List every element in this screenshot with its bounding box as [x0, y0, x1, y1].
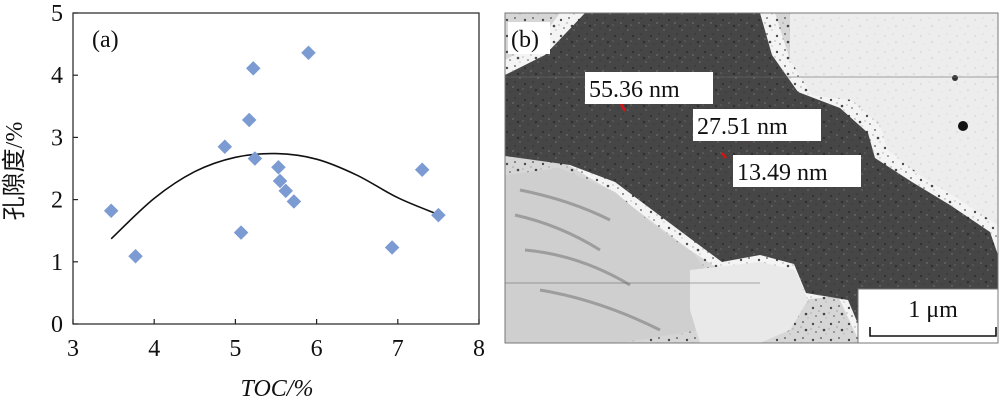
data-point-diamond — [414, 162, 430, 178]
data-point-diamond — [271, 159, 286, 175]
y-tick-label: 1 — [51, 250, 63, 276]
scale-bar-bg — [857, 288, 999, 344]
y-tick-label: 3 — [51, 125, 63, 151]
annotation-bg-3 — [733, 155, 861, 187]
sem-image-panel: (b) 55.36 nm 27.51 nm 13.49 nm 1 μm — [504, 12, 999, 344]
y-axis-label: 孔隙度/% — [1, 122, 28, 221]
data-point-diamond — [301, 45, 316, 61]
mineral-streaks — [514, 188, 661, 332]
scale-bar-label: 1 μm — [908, 297, 958, 323]
x-axis-label: TOC/% — [241, 376, 314, 402]
sem-frame — [504, 12, 999, 344]
panel-b-label-bg — [508, 22, 550, 54]
plot-frame — [72, 12, 480, 325]
data-point-diamond — [217, 139, 233, 155]
x-tick-labels: 3 4 5 6 7 8 — [67, 336, 485, 362]
x-tick-label: 4 — [148, 336, 160, 362]
y-tick-label: 5 — [51, 1, 63, 27]
x-tick-label: 7 — [392, 336, 404, 362]
panel-a-label: (a) — [92, 27, 119, 53]
annotation-bg-1 — [585, 72, 713, 104]
dark-inclusion — [958, 121, 968, 131]
data-point-diamond — [128, 248, 143, 264]
quadratic-trendline — [110, 152, 438, 240]
x-tick-label: 8 — [473, 336, 485, 362]
data-point-diamond — [431, 207, 446, 223]
y-tick-label: 4 — [51, 63, 63, 89]
pore-marker-1 — [619, 103, 627, 112]
data-point-diamond — [384, 240, 400, 255]
data-point-diamond — [245, 61, 261, 76]
mineral-grain-left — [505, 168, 720, 343]
mineral-grain-bottom — [690, 262, 808, 343]
data-point-diamond — [241, 112, 257, 128]
pore-size-label-3: 13.49 nm — [737, 160, 828, 186]
pore-marker-3 — [721, 152, 727, 159]
data-point-diamond — [286, 194, 302, 209]
x-tick-label: 3 — [67, 336, 79, 362]
y-tick-labels: 0 1 2 3 4 5 — [51, 1, 63, 338]
annotation-bg-2 — [693, 109, 821, 141]
x-tick-label: 6 — [311, 336, 323, 362]
y-tick-label: 0 — [51, 312, 63, 338]
data-point-diamond — [272, 173, 288, 189]
scatter-chart-panel: 0 1 2 3 4 5 3 4 5 6 7 8 (a) TOC/% 孔隙度/% — [1, 1, 485, 402]
data-point-diamond — [233, 225, 249, 240]
chart-axes — [72, 12, 480, 325]
dark-inclusion — [952, 75, 958, 81]
scale-bar — [869, 327, 997, 337]
data-point-diamond — [103, 203, 119, 219]
data-point-diamond — [278, 183, 294, 199]
data-point-diamond — [247, 151, 263, 166]
y-tick-label: 2 — [51, 188, 63, 214]
panel-b-label: (b) — [511, 27, 539, 53]
pore-size-label-1: 55.36 nm — [589, 77, 680, 103]
data-points — [103, 45, 446, 264]
mineral-grain-right — [790, 13, 998, 225]
x-tick-label: 5 — [229, 336, 241, 362]
pore-size-label-2: 27.51 nm — [697, 114, 788, 140]
